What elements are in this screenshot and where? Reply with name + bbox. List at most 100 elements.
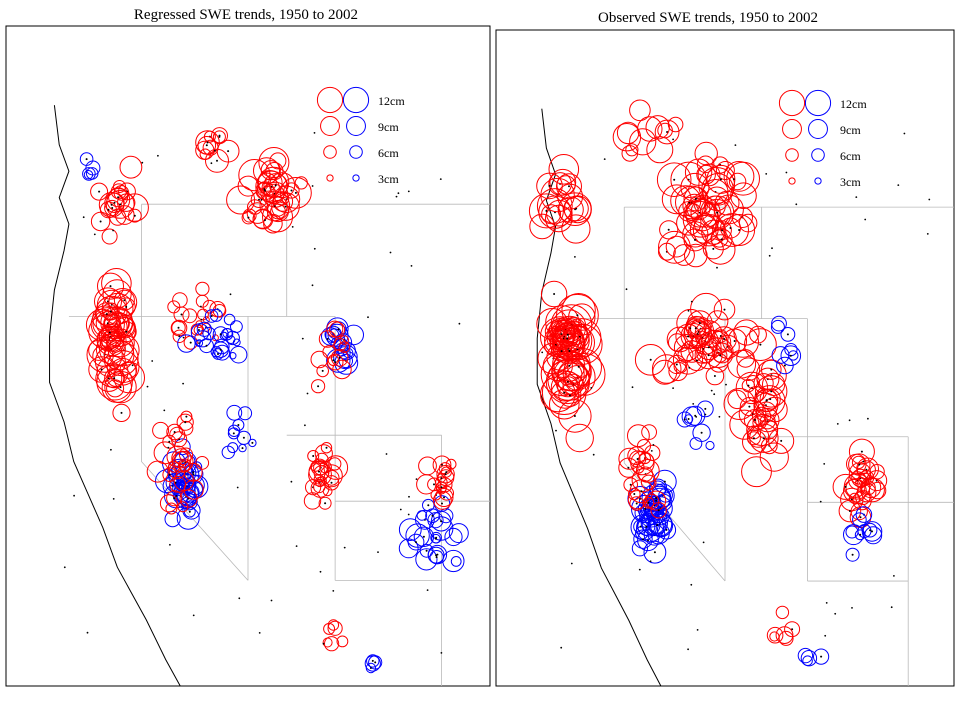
station-dot [217, 353, 219, 355]
swe-trend-circle-loss [729, 409, 760, 440]
swe-trend-circle-loss [634, 344, 667, 376]
station-dot [725, 383, 727, 386]
station-dot [107, 208, 110, 211]
swe-trend-circle-loss [104, 370, 137, 404]
swe-trend-circle-gain [415, 509, 435, 530]
swe-trend-circle-loss [195, 456, 210, 470]
swe-trend-circle-gain [676, 411, 693, 428]
swe-trend-circle-loss [746, 431, 761, 446]
swe-trend-circle-loss [762, 372, 786, 396]
station-dot [545, 209, 548, 212]
swe-trend-circle-loss [665, 235, 688, 258]
station-dot [180, 313, 183, 316]
swe-trend-circle-loss [738, 399, 767, 428]
station-dot [675, 363, 678, 366]
station-dot [859, 533, 862, 536]
station-dot [410, 265, 413, 267]
swe-trend-circle-loss [280, 177, 312, 209]
station-dot [108, 331, 111, 334]
swe-trend-circle-loss [262, 181, 289, 208]
station-dot [644, 508, 647, 510]
swe-trend-circle-loss [327, 620, 343, 636]
station-dot [317, 385, 320, 388]
station-dot [458, 322, 461, 325]
swe-trend-circle-loss [690, 197, 721, 228]
station-dot [408, 495, 410, 498]
station-dot [237, 424, 240, 426]
swe-trend-circle-gain [177, 334, 196, 353]
legend-circle-loss-12cm [316, 86, 344, 114]
station-dot [694, 197, 697, 200]
station-dot [120, 411, 123, 414]
station-dot [649, 358, 652, 361]
legend-circle-gain-6cm [811, 148, 825, 162]
swe-trend-circle-loss [561, 214, 591, 244]
swe-trend-circle-gain [685, 405, 706, 426]
station-dot [175, 495, 178, 497]
swe-trend-circle-loss [668, 361, 688, 382]
swe-trend-circle-loss [627, 424, 650, 448]
swe-trend-circle-loss [557, 183, 584, 210]
station-dot [663, 480, 666, 483]
swe-trend-circle-gain [214, 338, 230, 355]
swe-trend-circle-loss [723, 161, 755, 192]
swe-trend-circle-loss [310, 350, 329, 369]
swe-trend-circle-loss [88, 356, 115, 383]
swe-trend-circle-loss [427, 477, 441, 492]
swe-trend-circle-loss [848, 438, 875, 465]
station-dot [823, 463, 826, 465]
legend-circle-gain-12cm [804, 89, 832, 117]
swe-trend-circle-loss [106, 335, 125, 353]
station-dot [334, 361, 337, 364]
swe-trend-circle-loss [541, 370, 587, 416]
swe-trend-circle-loss [749, 325, 767, 344]
station-dot [415, 541, 417, 544]
station-dot [713, 393, 716, 396]
swe-trend-circle-loss [685, 318, 706, 339]
station-dot [157, 154, 159, 157]
station-dot [694, 238, 696, 241]
swe-trend-circle-gain [450, 556, 462, 567]
swe-trend-circle-loss [558, 383, 582, 407]
swe-trend-circle-loss [94, 302, 119, 326]
station-dot [182, 382, 185, 385]
station-dot [407, 513, 410, 516]
legend-circle-gain-3cm [352, 174, 360, 182]
station-dot [440, 652, 443, 654]
swe-trend-circle-loss [851, 455, 866, 470]
swe-trend-circle-loss [179, 460, 191, 472]
station-dot [633, 493, 636, 495]
station-dot [603, 158, 606, 161]
swe-trend-circle-loss [327, 354, 340, 366]
swe-trend-circle-gain [843, 524, 864, 546]
station-dot [192, 473, 195, 476]
swe-trend-circle-loss [616, 121, 640, 145]
station-dot [112, 498, 115, 500]
swe-trend-circle-loss [113, 361, 146, 394]
swe-trend-circle-loss [726, 161, 760, 196]
station-dot [748, 405, 751, 408]
station-dot [123, 299, 126, 302]
regressed-legend-label-12cm: 12cm [378, 94, 405, 108]
swe-trend-circle-loss [324, 636, 340, 652]
station-dot [762, 437, 765, 440]
station-dot [98, 190, 101, 193]
station-dot [431, 514, 434, 517]
station-dot [227, 150, 230, 153]
station-dot [541, 351, 544, 354]
swe-trend-circle-loss [336, 635, 349, 648]
swe-trend-circle-loss [242, 208, 257, 223]
swe-trend-circle-loss [258, 147, 290, 178]
station-dot [397, 192, 400, 195]
swe-trend-circle-loss [166, 490, 183, 507]
swe-trend-circle-loss [127, 208, 142, 223]
swe-trend-circle-loss [683, 186, 709, 212]
swe-trend-circle-loss [540, 280, 568, 308]
station-dot [200, 305, 202, 308]
station-dot [445, 471, 448, 474]
regressed-panel: Regressed SWE trends, 1950 to 2002 12cm … [5, 7, 491, 687]
swe-trend-circle-loss [550, 373, 580, 402]
swe-trend-circle-loss [629, 99, 651, 122]
station-dot [371, 659, 374, 662]
station-dot [723, 308, 726, 311]
